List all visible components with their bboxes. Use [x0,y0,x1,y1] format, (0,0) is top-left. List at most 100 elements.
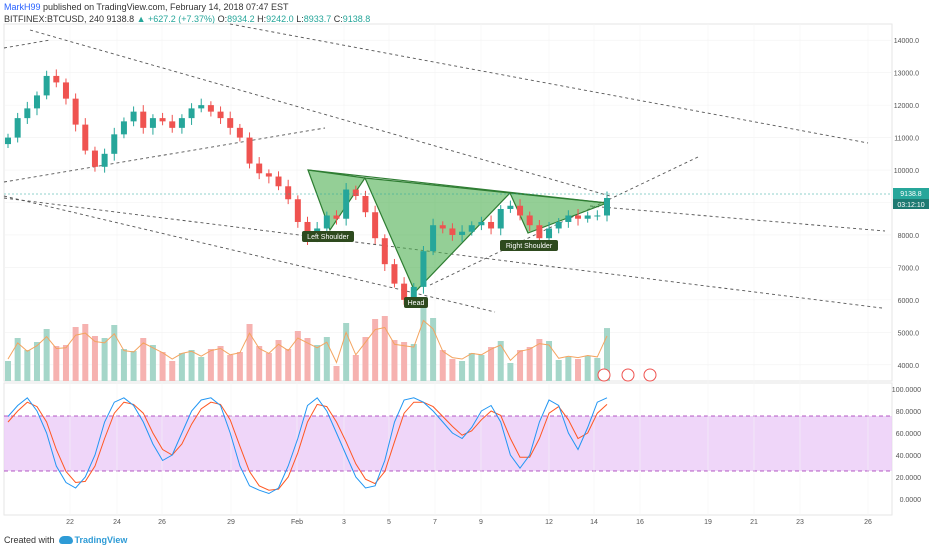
stoch-tick-label: 40.0000 [896,453,921,460]
footer: Created with TradingView [4,535,127,545]
stoch-tick-label: 80.0000 [896,409,921,416]
volume-bar [72,327,79,381]
time-tick-label: 5 [387,519,391,526]
publish-text: published on TradingView.com, February 1… [43,2,289,12]
volume-bar [488,347,495,381]
volume-bar [207,349,214,381]
close-label: C: [333,14,343,24]
created-with-text: Created with [4,535,55,545]
volume-bar [236,352,243,381]
candle-body [178,118,185,128]
volume-bar [217,346,224,381]
volume-bar [285,349,292,381]
candle-body [53,75,60,83]
candle-body [91,150,98,167]
author-link[interactable]: MarkH99 [4,2,41,12]
volume-bar [410,344,417,381]
price-axis[interactable]: 14000.013000.012000.011000.010000.09000.… [894,38,919,370]
pattern-labels: Left Shoulder Head Right Shoulder [302,231,558,308]
volume-bar [497,341,504,381]
candle-body [459,231,466,235]
volume-bar [256,346,263,381]
candle-body [333,215,340,219]
candle-body [246,137,253,164]
volume-bar [323,337,330,381]
volume-bar [265,353,272,381]
volume-bar [178,353,185,381]
volume-bar [82,324,89,381]
volume-bar [584,356,591,381]
candle-body [207,105,214,112]
candle-body [391,264,398,284]
right-shoulder-label: Right Shoulder [506,243,553,250]
price-tick-label: 4000.0 [898,363,920,370]
time-tick-label: 12 [545,519,553,526]
volume-bar [159,352,166,381]
volume-bar [24,350,31,381]
volume-bar [536,339,543,381]
candle-body [584,215,591,219]
candle-body [430,225,437,252]
price-tick-label: 13000.0 [894,71,919,78]
volume-bar [294,331,301,381]
candle-body [256,163,263,174]
candle-body [198,105,205,109]
candle-body [159,118,166,122]
price-change: ▲ +627.2 (+7.37%) [136,14,216,24]
candle-body [111,134,118,154]
tradingview-logo[interactable]: TradingView [58,535,127,545]
candle-body [536,225,543,239]
volume-bar [449,359,456,381]
candle-body [43,75,50,96]
candle-body [526,215,533,226]
head-shoulders-pattern [307,169,608,294]
candle-body [323,215,330,229]
volume-bar [227,355,234,381]
candle-body [275,176,282,187]
price-tick-label: 11000.0 [894,136,919,143]
low-label: L: [296,14,304,24]
price-tick-label: 5000.0 [898,330,920,337]
volume-bar [275,340,282,381]
candle-body [140,111,147,128]
stoch-axis[interactable]: 100.0000 80.0000 60.0000 40.0000 20.0000 0.00… [892,387,921,504]
volume-bar [555,360,562,381]
volume-bar [430,318,437,381]
volume-bar [517,350,524,381]
volume-bar [604,328,610,381]
high-value: 9242.0 [266,14,294,24]
candle-body [517,205,524,216]
candle-body [265,173,272,177]
time-tick-label: 26 [864,519,872,526]
stoch-tick-label: 20.0000 [896,475,921,482]
volume-bar [468,353,475,381]
volume-bar [62,345,69,381]
stoch-band [4,416,892,471]
candle-body [130,111,137,122]
candle-body [24,108,31,119]
symbol-label: BITFINEX:BTCUSD, 240 [4,14,105,24]
candle-body [352,189,359,197]
volume-bars [5,306,610,381]
volume-bar [101,338,108,381]
candle-body [439,225,446,229]
volume-bar [188,350,195,381]
candle-body [236,127,243,138]
stoch-k-line [7,397,608,495]
candle-body [294,199,301,222]
candle-body [82,124,89,151]
last-price-tag-text: 9138.8 [900,191,922,198]
time-tick-label: 26 [158,519,166,526]
volume-bar [149,345,156,381]
volume-bar [169,361,176,381]
volume-bar [565,357,572,381]
candle-body [217,111,224,119]
volume-bar [111,325,118,381]
flag-icon [621,368,635,382]
event-flags[interactable] [597,368,657,382]
time-axis[interactable]: 22 24 26 29 Feb 3 5 7 9 12 14 16 19 21 23 26 [66,519,872,526]
time-tick-label: 22 [66,519,74,526]
time-tick-label: 19 [704,519,712,526]
